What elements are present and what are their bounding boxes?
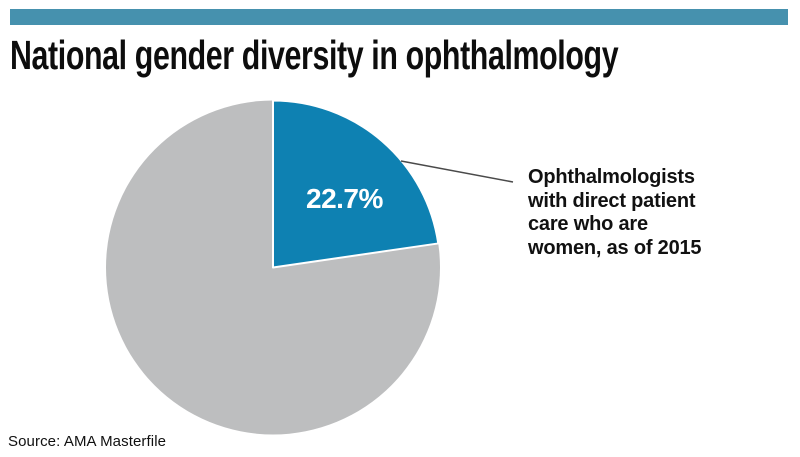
accent-bar: [10, 9, 788, 25]
source-note: Source: AMA Masterfile: [8, 433, 167, 450]
callout-line: [400, 160, 514, 183]
slice-annotation-line-4: women, as of 2015: [528, 236, 702, 259]
page-title: National gender diversity in ophthalmolo…: [10, 32, 619, 78]
slice-annotation-line-2: with direct patient: [528, 189, 696, 212]
slice-annotation-line-1: Ophthalmologists: [528, 166, 695, 188]
pie-slice-women: [272, 99, 440, 269]
slice-annotation: Ophthalmologists with direct patient car…: [528, 166, 702, 260]
slice-annotation-line-3: care who are: [528, 213, 648, 235]
pie-data-label: 22.7%: [306, 183, 383, 214]
